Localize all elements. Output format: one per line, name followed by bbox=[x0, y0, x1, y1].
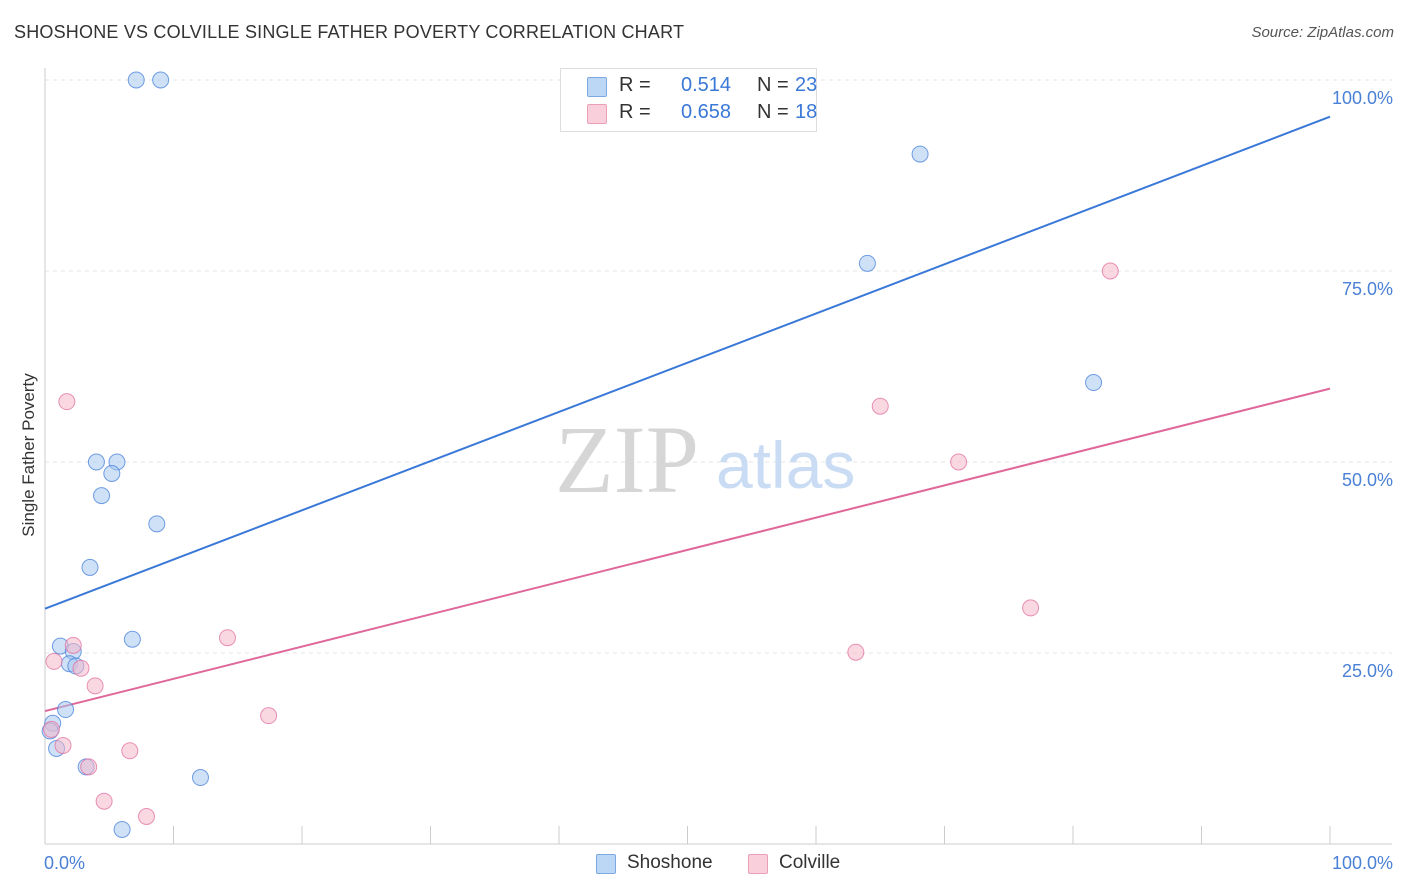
colville-swatch bbox=[587, 104, 607, 124]
r-label: R = bbox=[619, 101, 651, 123]
data-point-colville bbox=[54, 736, 72, 754]
source-label: Source: ZipAtlas.com bbox=[1251, 24, 1394, 41]
data-point-colville bbox=[64, 636, 82, 654]
data-point-colville bbox=[1022, 599, 1040, 617]
watermark-zip: ZIP bbox=[555, 406, 699, 513]
data-point-colville bbox=[58, 393, 76, 411]
data-point-colville bbox=[72, 659, 90, 677]
data-point-colville bbox=[1101, 262, 1119, 280]
tick-labels: 25.0% 50.0% 75.0% 100.0% 0.0% 100.0% bbox=[44, 88, 1393, 873]
shoshone-swatch bbox=[596, 854, 616, 874]
watermark-atlas: atlas bbox=[716, 428, 855, 502]
correlation-legend: R = 0.514 N = 23 R = 0.658 N = 18 bbox=[560, 68, 817, 132]
n-value: 18 bbox=[795, 101, 818, 123]
data-point-shoshone bbox=[87, 453, 105, 471]
r-value: 0.658 bbox=[681, 101, 732, 123]
data-point-colville bbox=[86, 677, 104, 695]
data-point-shoshone bbox=[113, 820, 131, 838]
data-point-shoshone bbox=[911, 145, 929, 163]
n-label: N = bbox=[757, 101, 789, 123]
n-value: 23 bbox=[795, 74, 818, 96]
legend-label: Shoshone bbox=[627, 852, 713, 873]
data-point-colville bbox=[218, 629, 236, 647]
data-point-colville bbox=[138, 807, 156, 825]
shoshone-swatch bbox=[587, 77, 607, 97]
y-tick-label: 100.0% bbox=[1332, 88, 1393, 108]
n-label: N = bbox=[757, 74, 789, 96]
data-point-colville bbox=[95, 792, 113, 810]
y-tick-label: 75.0% bbox=[1342, 279, 1393, 299]
data-point-shoshone bbox=[1085, 374, 1103, 392]
axes bbox=[44, 68, 1392, 845]
y-tick-label: 50.0% bbox=[1342, 470, 1393, 490]
data-point-shoshone bbox=[858, 254, 876, 272]
data-point-shoshone bbox=[148, 515, 166, 533]
data-point-shoshone bbox=[123, 630, 141, 648]
data-point-colville bbox=[121, 742, 139, 760]
data-point-colville bbox=[45, 652, 63, 670]
data-point-shoshone bbox=[191, 769, 209, 787]
trend-line-shoshone bbox=[44, 115, 1331, 610]
data-point-colville bbox=[871, 397, 889, 415]
trend-line-colville bbox=[44, 387, 1331, 713]
trend-lines bbox=[44, 115, 1331, 713]
x-tick-label: 100.0% bbox=[1332, 853, 1393, 873]
r-value: 0.514 bbox=[681, 74, 732, 96]
data-point-shoshone bbox=[93, 487, 111, 505]
data-point-shoshone bbox=[152, 71, 170, 89]
y-tick-label: 25.0% bbox=[1342, 661, 1393, 681]
y-axis-label: Single Father Poverty bbox=[19, 373, 38, 537]
data-point-shoshone bbox=[103, 464, 121, 482]
data-point-shoshone bbox=[127, 71, 145, 89]
data-point-shoshone bbox=[57, 701, 75, 719]
data-points bbox=[41, 71, 1119, 838]
data-point-colville bbox=[260, 707, 278, 725]
r-label: R = bbox=[619, 74, 651, 96]
x-tick-label: 0.0% bbox=[44, 853, 85, 873]
colville-swatch bbox=[748, 854, 768, 874]
watermark: ZIP atlas bbox=[555, 406, 855, 513]
data-point-colville bbox=[42, 720, 60, 738]
grid-lines bbox=[45, 79, 1392, 654]
legend-label: Colville bbox=[779, 852, 841, 873]
data-point-colville bbox=[847, 643, 865, 661]
data-point-colville bbox=[80, 758, 98, 776]
data-point-colville bbox=[950, 453, 968, 471]
data-point-shoshone bbox=[81, 558, 99, 576]
chart-title: SHOSHONE VS COLVILLE SINGLE FATHER POVER… bbox=[14, 22, 685, 42]
